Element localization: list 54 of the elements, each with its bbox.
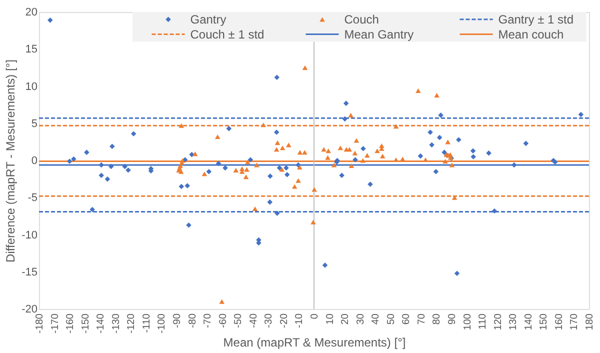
x-tick-label: 130	[508, 313, 520, 330]
x-tick-label: -30	[264, 313, 275, 328]
x-axis-title: Mean (mapRT & Mesurements) [°]	[223, 336, 406, 350]
legend-label: Gantry	[190, 12, 226, 26]
y-tick-label: 10	[25, 80, 38, 93]
x-tick-label: 100	[462, 313, 474, 330]
legend-label: Gantry ± 1 std	[498, 12, 574, 26]
x-tick-label: 150	[538, 313, 550, 330]
x-tick-label: 170	[569, 313, 580, 330]
x-tick-label: -10	[294, 313, 306, 328]
x-tick-label: -40	[248, 313, 260, 328]
legend-label: Couch	[344, 12, 379, 26]
y-tick-label: 15	[25, 44, 38, 56]
y-tick-label: -5	[28, 192, 38, 204]
x-tick-label: 60	[401, 313, 412, 325]
x-tick-label: -60	[218, 313, 229, 328]
x-tick-label: -100	[156, 313, 168, 334]
x-tick-label: 40	[370, 313, 382, 325]
x-tick-label: -130	[110, 313, 122, 334]
x-tick-label: 30	[355, 313, 366, 325]
legend-label: Mean couch	[498, 27, 564, 42]
x-tick-label: 70	[416, 313, 428, 325]
y-tick-label: -20	[22, 304, 38, 316]
x-tick-label: -140	[96, 313, 107, 334]
x-tick-label: -50	[233, 313, 244, 328]
x-tick-label: 120	[492, 313, 504, 330]
x-tick-label: 10	[324, 313, 336, 325]
x-tick-label: 140	[523, 313, 534, 330]
y-tick-label: 5	[31, 118, 38, 130]
legend-label: Mean Gantry	[344, 27, 414, 42]
x-tick-label: 20	[340, 313, 352, 325]
x-tick-label: 90	[447, 313, 458, 325]
x-tick-label: 0	[310, 313, 320, 320]
x-tick-label: -120	[126, 313, 138, 334]
y-axis-title: Difference (mapRT - Mesurements) [°]	[4, 60, 18, 262]
x-tick-label: -110	[141, 313, 152, 333]
x-tick-label: 110	[478, 313, 489, 330]
y-tick-label: 0	[31, 155, 38, 167]
x-tick-label: 50	[386, 313, 397, 325]
y-tick-label: -10	[22, 229, 38, 242]
x-tick-label: -150	[80, 313, 92, 334]
x-tick-label: -170	[50, 313, 61, 334]
x-tick-label: 180	[584, 313, 596, 330]
x-tick-label: -70	[202, 313, 214, 328]
x-tick-label: 160	[554, 313, 565, 330]
x-tick-label: -80	[187, 313, 198, 328]
x-tick-label: 80	[432, 313, 443, 325]
x-tick-label: -90	[172, 313, 183, 328]
y-tick-label: 20	[25, 6, 38, 18]
x-tick-label: -20	[278, 313, 290, 328]
y-tick-label: -15	[22, 266, 38, 278]
x-tick-label: -160	[65, 313, 76, 334]
legend-label: Couch ± 1 std	[190, 27, 264, 42]
x-tick-label: -180	[34, 313, 46, 334]
